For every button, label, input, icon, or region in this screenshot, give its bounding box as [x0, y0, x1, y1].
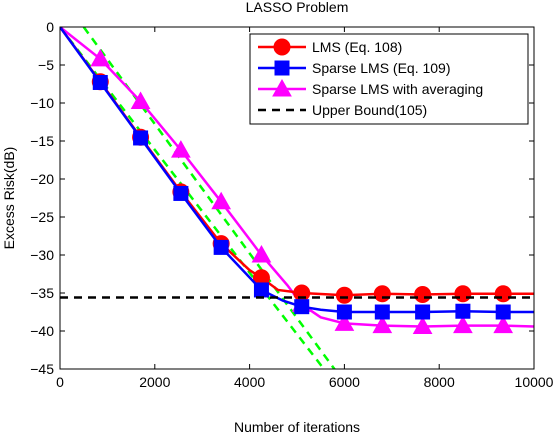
x-axis-label: Number of iterations [234, 419, 360, 435]
x-tick-label: 4000 [234, 374, 265, 390]
data-point [335, 286, 353, 304]
y-tick-label: −20 [30, 171, 54, 187]
y-tick-label: −15 [30, 133, 54, 149]
data-point [133, 130, 149, 146]
y-tick-label: −40 [30, 323, 54, 339]
y-tick-label: −45 [30, 361, 54, 377]
data-point [173, 185, 189, 201]
plot-area [60, 27, 534, 369]
x-tick-label: 2000 [139, 374, 170, 390]
legend-marker [274, 60, 290, 76]
y-tick-label: −35 [30, 285, 54, 301]
legend: LMS (Eq. 108) Sparse LMS (Eq. 109) Sparse … [249, 33, 529, 125]
legend-label: Sparse LMS (Eq. 109) [312, 60, 451, 76]
legend-label: Sparse LMS with averaging [312, 81, 483, 97]
y-tick-label: −25 [30, 209, 54, 225]
data-point [251, 244, 272, 263]
data-point [336, 304, 352, 320]
y-tick-label: −5 [38, 57, 54, 73]
data-point [211, 191, 232, 210]
y-axis-label: Excess Risk(dB) [1, 147, 17, 250]
data-point [454, 285, 472, 303]
data-point [92, 74, 108, 90]
legend-label: LMS (Eq. 108) [312, 39, 402, 55]
data-point [171, 140, 191, 158]
legend-marker [272, 78, 292, 97]
x-tick-label: 10000 [515, 374, 554, 390]
data-point [130, 91, 151, 109]
data-point [493, 315, 514, 334]
x-tick-label: 0 [56, 374, 64, 390]
plot-frame [59, 26, 535, 370]
data-point [253, 282, 269, 298]
data-point [494, 285, 512, 303]
y-tick-label: 0 [46, 19, 54, 35]
data-point [294, 299, 310, 315]
data-point [372, 315, 393, 334]
legend-label: Upper Bound(105) [312, 102, 427, 118]
axis-ticks: 0 2000 4000 6000 8000 10000 0 −5 −10 −15 −20 −25 −30… [30, 19, 553, 390]
legend-box [249, 33, 529, 125]
data-point [374, 304, 390, 320]
data-point [412, 316, 433, 334]
data-point [455, 303, 471, 319]
data-point [90, 48, 111, 67]
chart-title: LASSO Problem [246, 0, 349, 15]
data-point [414, 286, 432, 304]
data-point [213, 239, 229, 255]
data-point [415, 304, 431, 320]
data-point [453, 315, 473, 334]
data-point [373, 285, 391, 303]
x-tick-label: 8000 [424, 374, 455, 390]
legend-marker [273, 38, 291, 56]
y-tick-label: −10 [30, 95, 54, 111]
data-point [334, 313, 355, 331]
x-tick-label: 6000 [329, 374, 360, 390]
y-tick-label: −30 [30, 247, 54, 263]
data-point [495, 304, 511, 320]
